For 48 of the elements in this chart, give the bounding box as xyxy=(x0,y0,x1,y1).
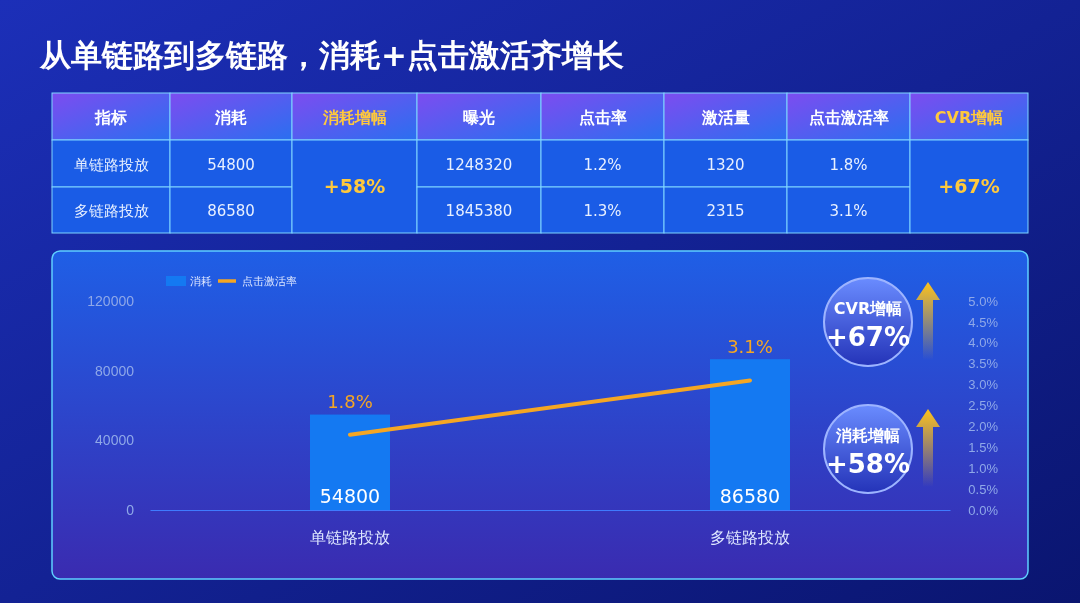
text: 消耗 xyxy=(214,108,247,127)
y2-tick-label: 1.5% xyxy=(968,439,999,455)
y2-tick-label: 0.5% xyxy=(968,481,999,497)
text: +67% xyxy=(938,175,1000,197)
text: 从单链路到多链路，消耗+点击激活齐增长 xyxy=(39,37,624,73)
text: 单链路投放 xyxy=(73,156,149,174)
text: 86580 xyxy=(207,202,255,220)
text: 激活量 xyxy=(700,108,750,127)
annotation: CVR增幅 xyxy=(833,299,903,318)
annotation: +67% xyxy=(825,322,911,352)
y-tick-label: 80000 xyxy=(95,362,135,379)
y2-tick-label: 3.5% xyxy=(968,356,999,372)
text: 1.8% xyxy=(829,156,868,174)
y2-tick-label: 3.0% xyxy=(968,377,999,393)
text: 3.1% xyxy=(829,202,868,220)
y2-tick-label: 2.0% xyxy=(968,419,999,435)
text: +58% xyxy=(323,175,386,197)
text: 2315 xyxy=(706,202,745,220)
text: 1320 xyxy=(706,156,745,174)
y-tick-label: 40000 xyxy=(95,432,135,449)
text: 曝光 xyxy=(463,108,495,127)
data-label: 54800 xyxy=(319,485,381,507)
y2-tick-label: 4.0% xyxy=(968,335,999,351)
text: CVR增幅 xyxy=(934,108,1004,127)
text: 点击率 xyxy=(578,108,627,127)
text: 1845380 xyxy=(445,202,513,220)
y-tick-label: 120000 xyxy=(87,292,135,309)
legend-label: 点击激活率 xyxy=(242,275,297,287)
y2-tick-label: 5.0% xyxy=(968,293,999,309)
text: 点击激活率 xyxy=(808,108,889,127)
legend-label: 消耗 xyxy=(190,275,212,287)
text: 1.2% xyxy=(583,156,622,174)
annotation: 消耗增幅 xyxy=(835,426,900,445)
y2-tick-label: 4.5% xyxy=(968,314,999,330)
y2-tick-label: 1.0% xyxy=(968,460,999,476)
y2-tick-label: 0.0% xyxy=(968,502,999,518)
text: 54800 xyxy=(207,156,255,174)
annotation: +58% xyxy=(825,449,911,479)
data-label: 3.1% xyxy=(727,336,773,358)
text: 1.3% xyxy=(583,202,622,220)
y-tick-label: 0 xyxy=(126,501,135,518)
text: 1248320 xyxy=(445,156,513,174)
text: 指标 xyxy=(94,108,127,127)
data-label: 1.8% xyxy=(327,390,373,412)
text: 多链路投放 xyxy=(73,202,149,220)
y2-tick-label: 2.5% xyxy=(968,398,999,414)
data-label: 86580 xyxy=(719,485,781,507)
text: 消耗增幅 xyxy=(321,108,387,127)
